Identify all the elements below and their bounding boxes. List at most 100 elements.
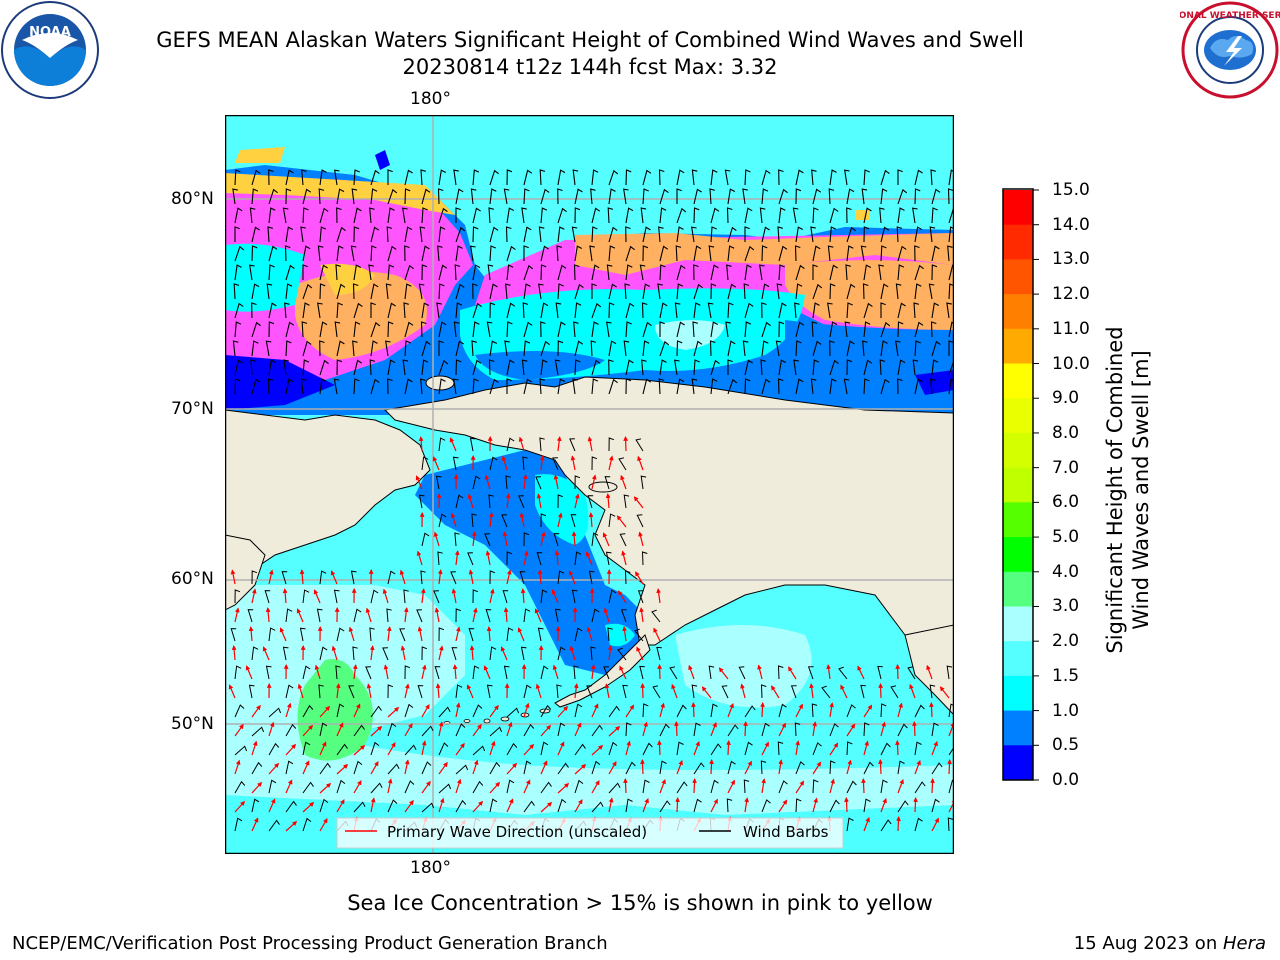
wind-barb [472,745,486,756]
wind-barb [485,609,492,623]
wind-barb [846,283,856,300]
nws-logo: NATIONAL WEATHER SERVICE [1180,1,1280,99]
wind-barb [302,741,311,756]
wind-barb [726,798,733,813]
wave-direction-arrow [472,723,482,737]
wave-direction-arrow [489,781,501,794]
wind-barb [929,684,936,699]
wave-direction-arrow [404,759,410,775]
wave-direction-arrow [313,589,321,604]
wind-barb [438,378,446,395]
wave-direction-arrow [642,798,649,813]
wave-direction-arrow [417,626,423,642]
wind-barb [370,283,379,300]
wind-barb [829,226,837,243]
wind-barb [472,283,478,300]
wind-barb [285,760,294,775]
wind-barb [486,684,493,699]
wind-barb [234,264,242,281]
wind-barb [761,378,771,395]
wave-direction-arrow [455,626,461,642]
wind-barb [897,169,903,185]
wave-direction-arrow [251,704,261,718]
wave-direction-arrow [469,645,475,661]
wind-barb [350,570,357,585]
wind-barb [251,226,260,243]
wind-barb [234,207,243,224]
wind-barb [795,188,802,205]
wave-direction-arrow [591,744,604,756]
wave-direction-arrow [353,780,362,794]
wind-barb [591,302,602,319]
wind-barb [625,798,633,813]
wind-barb [336,226,346,243]
wind-barb [472,169,480,186]
wind-barb [438,742,449,756]
wave-direction-arrow [778,799,788,813]
wave-direction-arrow [557,782,570,794]
wind-barb [416,609,423,623]
wave-direction-arrow [710,722,717,737]
wave-direction-arrow [557,512,563,528]
wind-barb [811,703,818,718]
wave-direction-arrow [640,759,645,775]
wind-barb [693,359,700,376]
wind-barb [382,647,389,661]
wave-direction-arrow [503,607,509,623]
wave-direction-arrow [948,798,954,813]
wave-direction-arrow [675,797,680,813]
wind-barb [300,378,307,395]
wind-barb [506,169,513,186]
wind-barb [467,552,474,566]
wave-direction-arrow [574,493,580,509]
wind-barb [676,741,684,756]
wind-barb [336,207,342,224]
wind-barb [285,188,292,205]
wind-barb [404,321,414,338]
wind-barb [591,724,603,737]
wave-direction-arrow [880,721,886,737]
wind-barb [421,340,431,357]
wind-barb [285,378,294,395]
wind-barb [266,283,273,300]
wind-barb [603,666,610,680]
wind-barb [319,378,327,395]
wind-barb [948,340,954,356]
wind-barb [744,169,751,186]
wind-barb [761,169,771,186]
wind-barb [897,321,904,338]
wind-barb [907,666,916,680]
wave-direction-arrow [761,778,766,794]
wind-barb [506,551,513,566]
wind-barb [251,761,263,775]
wind-barb [489,456,498,471]
wind-barb [591,226,598,243]
wind-barb [608,283,617,300]
wind-barb [914,781,926,794]
wind-barb [552,457,559,471]
wind-barb [724,169,731,186]
wind-barb [404,226,413,243]
wind-barb [539,378,545,395]
wind-barb [846,780,857,794]
wind-barb [333,378,340,395]
noaa-logo: NOAA [1,1,99,99]
wind-barb [472,264,481,281]
wave-direction-arrow [574,763,587,775]
wind-barb [778,302,787,319]
lon-label-top: 180° [410,89,451,109]
wave-direction-arrow [500,646,508,661]
wind-barb [501,514,508,528]
wave-direction-arrow [421,704,430,718]
wave-direction-arrow [913,797,918,813]
wind-barb [316,608,323,623]
wind-barb [455,359,462,376]
wind-barb [437,245,443,262]
wind-barb [370,169,380,186]
wind-barb [556,684,562,699]
wind-barb [727,226,737,243]
wind-barb [540,513,547,528]
wave-direction-arrow [279,627,287,642]
wind-barb [437,551,443,566]
wind-barb [790,685,797,699]
